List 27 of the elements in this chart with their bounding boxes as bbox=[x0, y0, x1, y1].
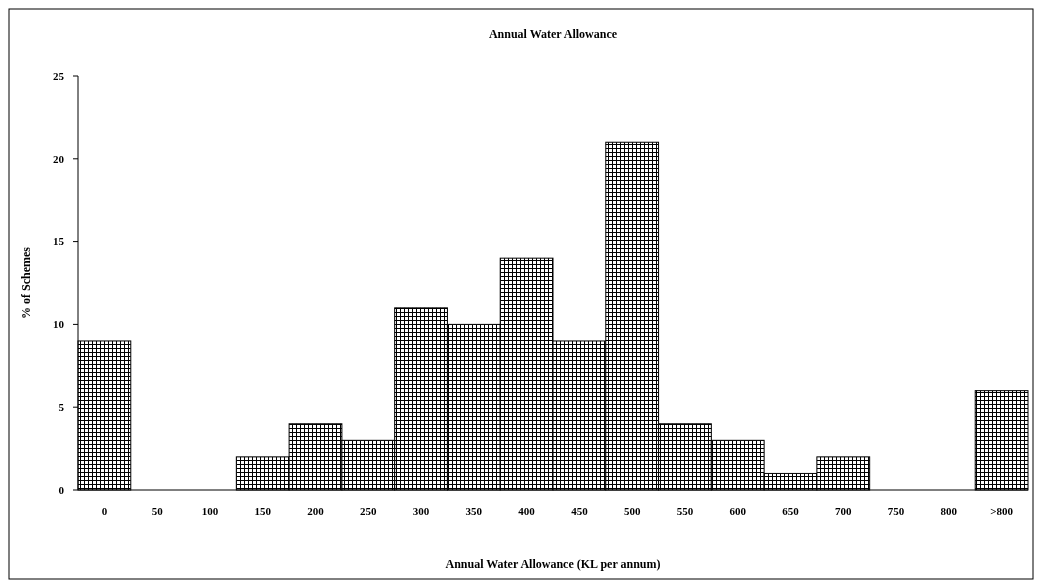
x-tick-label: 450 bbox=[571, 505, 589, 517]
x-tick-label: 400 bbox=[518, 505, 536, 517]
y-tick-label: 25 bbox=[53, 69, 65, 82]
chart-title: Annual Water Allowance bbox=[488, 27, 618, 41]
x-tick-label: 550 bbox=[676, 505, 694, 517]
x-tick-label: 50 bbox=[151, 505, 164, 517]
y-tick-label: 20 bbox=[53, 152, 65, 165]
x-tick-label: 300 bbox=[412, 505, 430, 517]
x-tick-label: 650 bbox=[782, 505, 800, 517]
x-tick-label: 500 bbox=[623, 505, 641, 517]
x-tick-label: 600 bbox=[729, 505, 747, 517]
x-tick-label: >800 bbox=[990, 505, 1014, 517]
x-tick-label: 100 bbox=[201, 505, 219, 517]
x-axis-title: Annual Water Allowance (KL per annum) bbox=[445, 557, 661, 571]
y-axis-title: % of Schemes bbox=[19, 246, 33, 319]
y-tick-label: 5 bbox=[58, 401, 65, 414]
x-tick-label: 800 bbox=[940, 505, 958, 517]
x-tick-label: 350 bbox=[465, 505, 483, 517]
x-tick-label: 150 bbox=[254, 505, 272, 517]
y-tick-label: 0 bbox=[58, 483, 65, 496]
x-tick-label: 750 bbox=[887, 505, 905, 517]
x-tick-label: 700 bbox=[835, 505, 853, 517]
x-tick-label: 0 bbox=[101, 505, 108, 517]
y-tick-label: 15 bbox=[53, 235, 65, 248]
x-tick-label: 250 bbox=[360, 505, 378, 517]
y-tick-label: 10 bbox=[53, 318, 65, 331]
x-tick-label: 200 bbox=[307, 505, 325, 517]
